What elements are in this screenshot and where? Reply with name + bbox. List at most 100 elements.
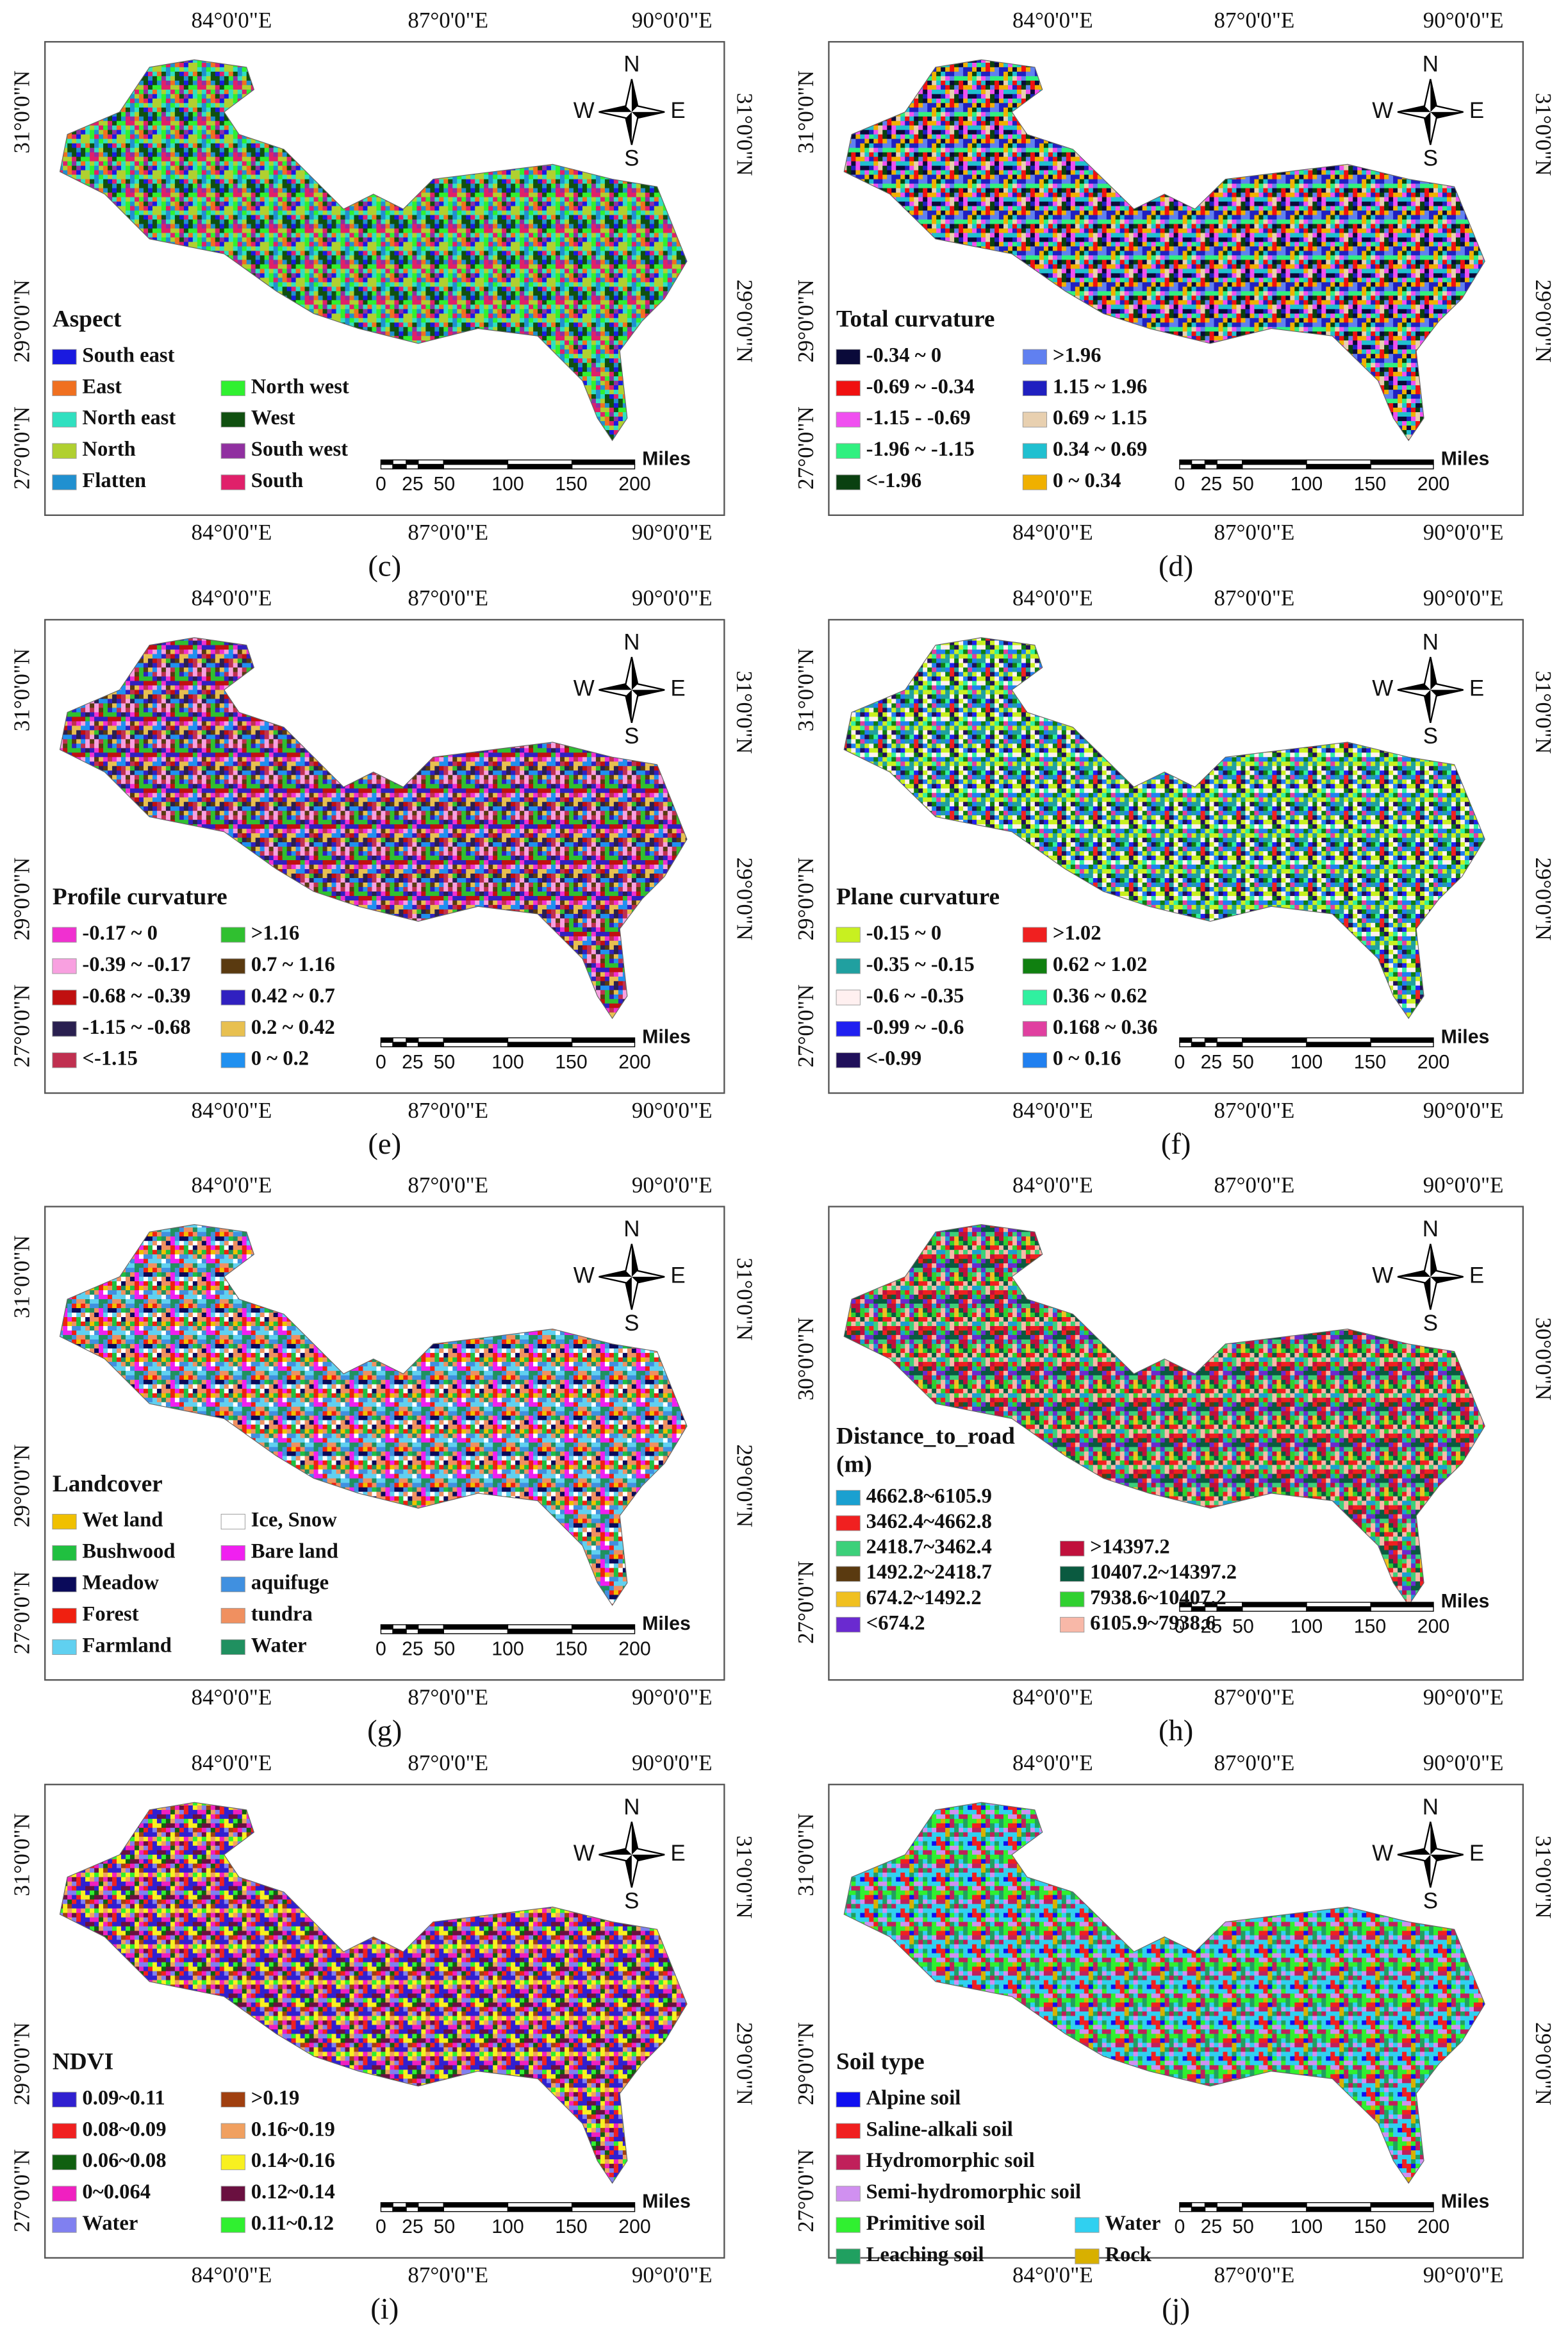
legend-label: Alpine soil <box>866 2086 961 2109</box>
lat-label: 27°0'0"N <box>793 2149 818 2232</box>
legend-label: 0.2 ~ 0.42 <box>251 1016 335 1039</box>
lon-label: 84°0'0"E <box>192 8 272 33</box>
legend-title: Aspect <box>53 306 122 332</box>
scale-segment <box>1370 1041 1434 1047</box>
scale-label: 25 <box>1201 1052 1223 1073</box>
scale-segment <box>1242 459 1307 465</box>
scale-segment <box>380 1037 393 1043</box>
scale-segment <box>571 1037 636 1043</box>
lat-label: 31°0'0"N <box>732 671 757 754</box>
legend-swatch <box>1022 443 1048 459</box>
scale-segment <box>1242 1602 1307 1607</box>
legend-swatch <box>1075 2217 1100 2233</box>
scale-segment <box>1370 1606 1434 1612</box>
scale-label: 0 <box>375 2216 386 2237</box>
legend-swatch <box>1060 1541 1085 1557</box>
panel-label: (f) <box>1161 1127 1191 1161</box>
legend-swatch <box>52 1514 77 1530</box>
legend-swatch <box>52 1021 77 1037</box>
legend-swatch <box>52 1545 77 1561</box>
compass-s: S <box>624 146 639 171</box>
scale-segment <box>406 2202 419 2208</box>
legend-swatch <box>836 927 861 943</box>
legend-swatch <box>220 443 245 459</box>
legend-label: 0~0.064 <box>82 2180 151 2203</box>
legend-label: -0.68 ~ -0.39 <box>82 984 190 1008</box>
scale-segment <box>571 459 636 465</box>
legend-swatch <box>220 2217 245 2233</box>
scale-segment <box>1306 1602 1371 1607</box>
scale-segment <box>507 1041 573 1047</box>
scale-segment <box>392 1624 407 1630</box>
legend-label: South west <box>251 438 348 461</box>
legend-label: Saline-alkali soil <box>866 2118 1013 2141</box>
panel-label: (e) <box>368 1127 401 1161</box>
scale-label: 100 <box>491 1052 524 1073</box>
scale-label: 150 <box>555 2216 588 2237</box>
scale-segment <box>1179 2202 1193 2208</box>
legend-label: Wet land <box>82 1509 163 1532</box>
legend-swatch <box>1022 1052 1048 1068</box>
map-panel: 84°0'0"E 84°0'0"E 87°0'0"E 87°0'0"E 90°0'0"E… <box>793 1750 1556 2325</box>
scale-label: 200 <box>618 1052 651 1073</box>
study-area <box>59 1802 688 2184</box>
legend-title: Soil type <box>836 2049 925 2075</box>
scale-segment <box>507 1624 573 1630</box>
lat-label: 27°0'0"N <box>10 984 35 1068</box>
scale-segment <box>406 1624 419 1630</box>
scale-segment <box>1191 463 1206 470</box>
scale-segment <box>392 2202 407 2208</box>
scale-label: 50 <box>1232 474 1254 495</box>
legend-label: >0.19 <box>251 2086 300 2109</box>
map-panel: 84°0'0"E 84°0'0"E 87°0'0"E 87°0'0"E 90°0'0"E… <box>10 586 757 1161</box>
scale-unit: Miles <box>1441 449 1490 470</box>
lon-label: 84°0'0"E <box>1012 2262 1093 2287</box>
scale-label: 25 <box>1201 474 1223 495</box>
legend-label: <-1.96 <box>866 469 922 492</box>
legend-swatch <box>52 1576 77 1593</box>
scale-label: 25 <box>402 1052 424 1073</box>
legend-label: 0.168 ~ 0.36 <box>1053 1016 1158 1039</box>
legend-label: South <box>251 469 304 492</box>
lon-label: 87°0'0"E <box>408 2262 488 2287</box>
legend-label: -0.15 ~ 0 <box>866 922 942 945</box>
scale-segment <box>571 463 636 470</box>
scale-label: 200 <box>1417 1052 1450 1073</box>
legend-label: Water <box>82 2212 138 2235</box>
scale-label: 50 <box>434 2216 456 2237</box>
scale-segment <box>1306 1037 1371 1043</box>
scale-segment <box>392 459 407 465</box>
lon-label: 90°0'0"E <box>632 520 713 545</box>
legend-label: -1.15 ~ -0.68 <box>82 1016 190 1039</box>
study-area <box>59 1224 688 1606</box>
lat-label: 27°0'0"N <box>10 2149 35 2232</box>
legend-label: Semi-hydromorphic soil <box>866 2180 1081 2203</box>
scale-label: 100 <box>1291 1052 1323 1073</box>
compass-w: W <box>574 98 595 123</box>
lat-label: 31°0'0"N <box>10 649 35 732</box>
scale-segment <box>443 1037 509 1043</box>
lat-label: 29°0'0"N <box>10 1444 35 1527</box>
lon-label: 84°0'0"E <box>192 1098 272 1123</box>
legend-label: 0.34 ~ 0.69 <box>1053 438 1147 461</box>
lat-label: 31°0'0"N <box>10 1235 35 1318</box>
legend-label: West <box>251 406 295 429</box>
lon-label: 90°0'0"E <box>1423 520 1504 545</box>
legend-swatch <box>52 958 77 974</box>
legend-swatch <box>836 2123 861 2139</box>
legend-swatch <box>836 2091 861 2107</box>
legend-swatch <box>836 2186 861 2202</box>
legend-label: -0.99 ~ -0.6 <box>866 1016 964 1039</box>
legend-swatch <box>220 1021 245 1037</box>
scale-label: 0 <box>1175 474 1185 495</box>
scale-label: 200 <box>618 1639 651 1660</box>
scale-label: 100 <box>491 2216 524 2237</box>
compass-w: W <box>574 676 595 701</box>
legend-swatch <box>220 2091 245 2107</box>
lat-label: 29°0'0"N <box>793 279 818 363</box>
scale-label: 50 <box>1232 1052 1254 1073</box>
scale-label: 150 <box>555 474 588 495</box>
lon-label: 87°0'0"E <box>408 520 488 545</box>
lon-label: 87°0'0"E <box>1214 520 1295 545</box>
compass-rose <box>598 1821 665 1888</box>
